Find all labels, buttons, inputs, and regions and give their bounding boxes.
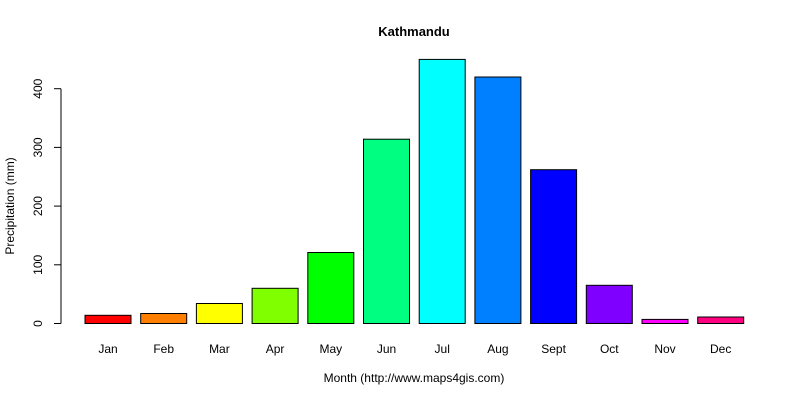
x-tick-label-may: May	[319, 342, 342, 356]
bar-oct	[585, 284, 633, 324]
bar-sept	[530, 169, 578, 324]
x-tick-label-jul: Jul	[435, 342, 450, 356]
y-tick-label-400: 400	[31, 78, 45, 98]
bar-feb	[140, 313, 188, 324]
x-tick-label-sept: Sept	[541, 342, 566, 356]
x-tick-label-feb: Feb	[153, 342, 174, 356]
bars-group	[84, 58, 745, 325]
x-tick-label-aug: Aug	[487, 342, 508, 356]
bar-jun	[363, 138, 410, 324]
y-tick-label-300: 300	[31, 137, 45, 157]
bar-aug	[474, 76, 522, 324]
x-tick-label-mar: Mar	[209, 342, 230, 356]
x-axis-labels: Jan Feb Mar Apr May Jun Jul Aug Sept Oct Nov Dec	[98, 342, 731, 356]
y-axis-label: Precipitation (mm)	[3, 157, 17, 254]
x-tick-label-nov: Nov	[654, 342, 675, 356]
bar-apr	[251, 287, 299, 324]
x-axis-label: Month (http://www.maps4gis.com)	[324, 371, 505, 385]
x-tick-label-apr: Apr	[266, 342, 285, 356]
y-tick-label-200: 200	[31, 196, 45, 216]
x-tick-label-jan: Jan	[98, 342, 117, 356]
bar-mar	[195, 303, 243, 324]
x-tick-label-dec: Dec	[710, 342, 731, 356]
y-tick-label-0: 0	[31, 320, 45, 327]
bar-dec	[697, 316, 745, 324]
x-tick-label-oct: Oct	[600, 342, 619, 356]
x-tick-label-jun: Jun	[377, 342, 396, 356]
chart-title: Kathmandu	[378, 24, 450, 39]
y-axis: 0 100 200 300 400	[31, 78, 62, 327]
bar-jan	[84, 314, 132, 324]
bar-nov	[641, 318, 689, 324]
y-tick-label-100: 100	[31, 254, 45, 274]
bar-may	[307, 252, 355, 324]
bar-jul	[418, 58, 466, 325]
